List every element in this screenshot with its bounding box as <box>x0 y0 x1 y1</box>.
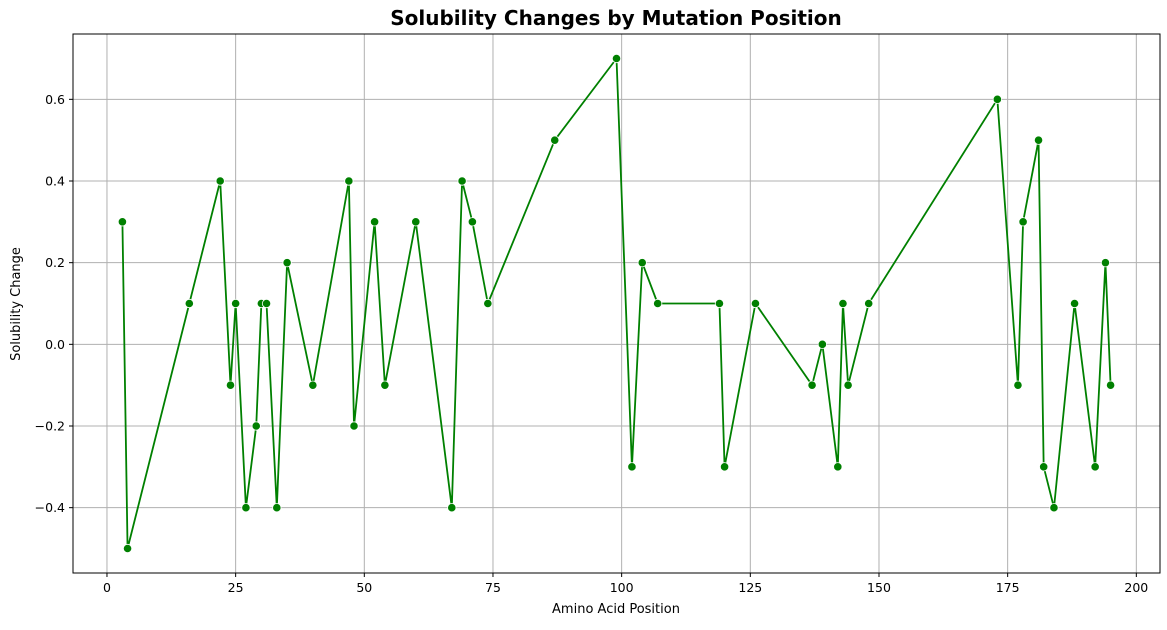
x-tick-label: 25 <box>228 580 244 595</box>
data-point <box>184 298 194 309</box>
data-point <box>992 94 1002 104</box>
plot-frame <box>72 33 1161 574</box>
x-tick-label: 150 <box>867 580 891 595</box>
data-point <box>1018 217 1028 227</box>
data-series <box>117 53 1116 554</box>
data-point <box>349 421 359 431</box>
data-point <box>611 53 622 64</box>
data-point <box>714 298 725 309</box>
x-tick-label: 75 <box>485 580 501 595</box>
data-point <box>550 135 560 145</box>
x-tick-label: 125 <box>738 580 762 595</box>
data-point <box>833 462 843 472</box>
data-point <box>1090 462 1100 472</box>
x-tick-label: 200 <box>1124 580 1148 595</box>
data-point <box>1100 258 1111 268</box>
data-point <box>838 298 848 309</box>
data-point <box>241 503 251 513</box>
y-tick-label: 0.4 <box>45 174 65 189</box>
data-point <box>750 298 761 309</box>
data-point <box>653 298 663 309</box>
series-line <box>121 57 1112 550</box>
data-point <box>411 217 421 227</box>
data-point <box>864 298 874 309</box>
data-point <box>215 176 225 186</box>
x-tick-label: 100 <box>610 580 634 595</box>
data-point <box>637 258 647 268</box>
data-point <box>380 380 390 390</box>
data-point <box>1069 298 1080 309</box>
x-tick-label: 175 <box>996 580 1020 595</box>
chart-title: Solubility Changes by Mutation Position <box>390 6 842 30</box>
data-point <box>1049 503 1059 513</box>
data-point <box>457 176 467 186</box>
data-point <box>282 258 292 268</box>
x-axis: 0 25 50 75 100 125 150 175 200 <box>103 573 1148 595</box>
data-point <box>344 176 354 186</box>
y-axis: −0.4 −0.2 0.0 0.2 0.4 0.6 <box>35 92 73 515</box>
data-point <box>1013 380 1023 390</box>
data-point <box>627 462 637 472</box>
data-point <box>1039 462 1049 472</box>
data-point <box>122 543 133 554</box>
data-point <box>719 462 730 472</box>
data-point <box>1033 135 1044 145</box>
data-point <box>807 380 817 390</box>
data-point <box>1105 380 1116 390</box>
x-tick-label: 0 <box>103 580 111 595</box>
data-point <box>843 380 853 390</box>
y-tick-label: −0.4 <box>35 500 65 515</box>
data-point <box>272 503 282 513</box>
data-point <box>483 298 493 309</box>
data-point <box>261 298 272 309</box>
data-point <box>225 380 236 390</box>
data-point <box>117 217 128 227</box>
x-tick-label: 50 <box>356 580 372 595</box>
y-tick-label: −0.2 <box>35 419 65 434</box>
data-point <box>231 298 241 309</box>
x-axis-label: Amino Acid Position <box>552 602 680 617</box>
data-point <box>251 421 261 431</box>
y-tick-label: 0.6 <box>45 92 65 107</box>
data-point <box>817 339 827 349</box>
data-point <box>370 217 380 227</box>
data-point <box>447 503 457 513</box>
y-axis-label: Solubility Change <box>9 247 24 361</box>
data-point <box>308 380 318 390</box>
y-tick-label: 0.0 <box>45 337 65 352</box>
y-tick-label: 0.2 <box>45 255 65 270</box>
data-point <box>467 217 477 227</box>
